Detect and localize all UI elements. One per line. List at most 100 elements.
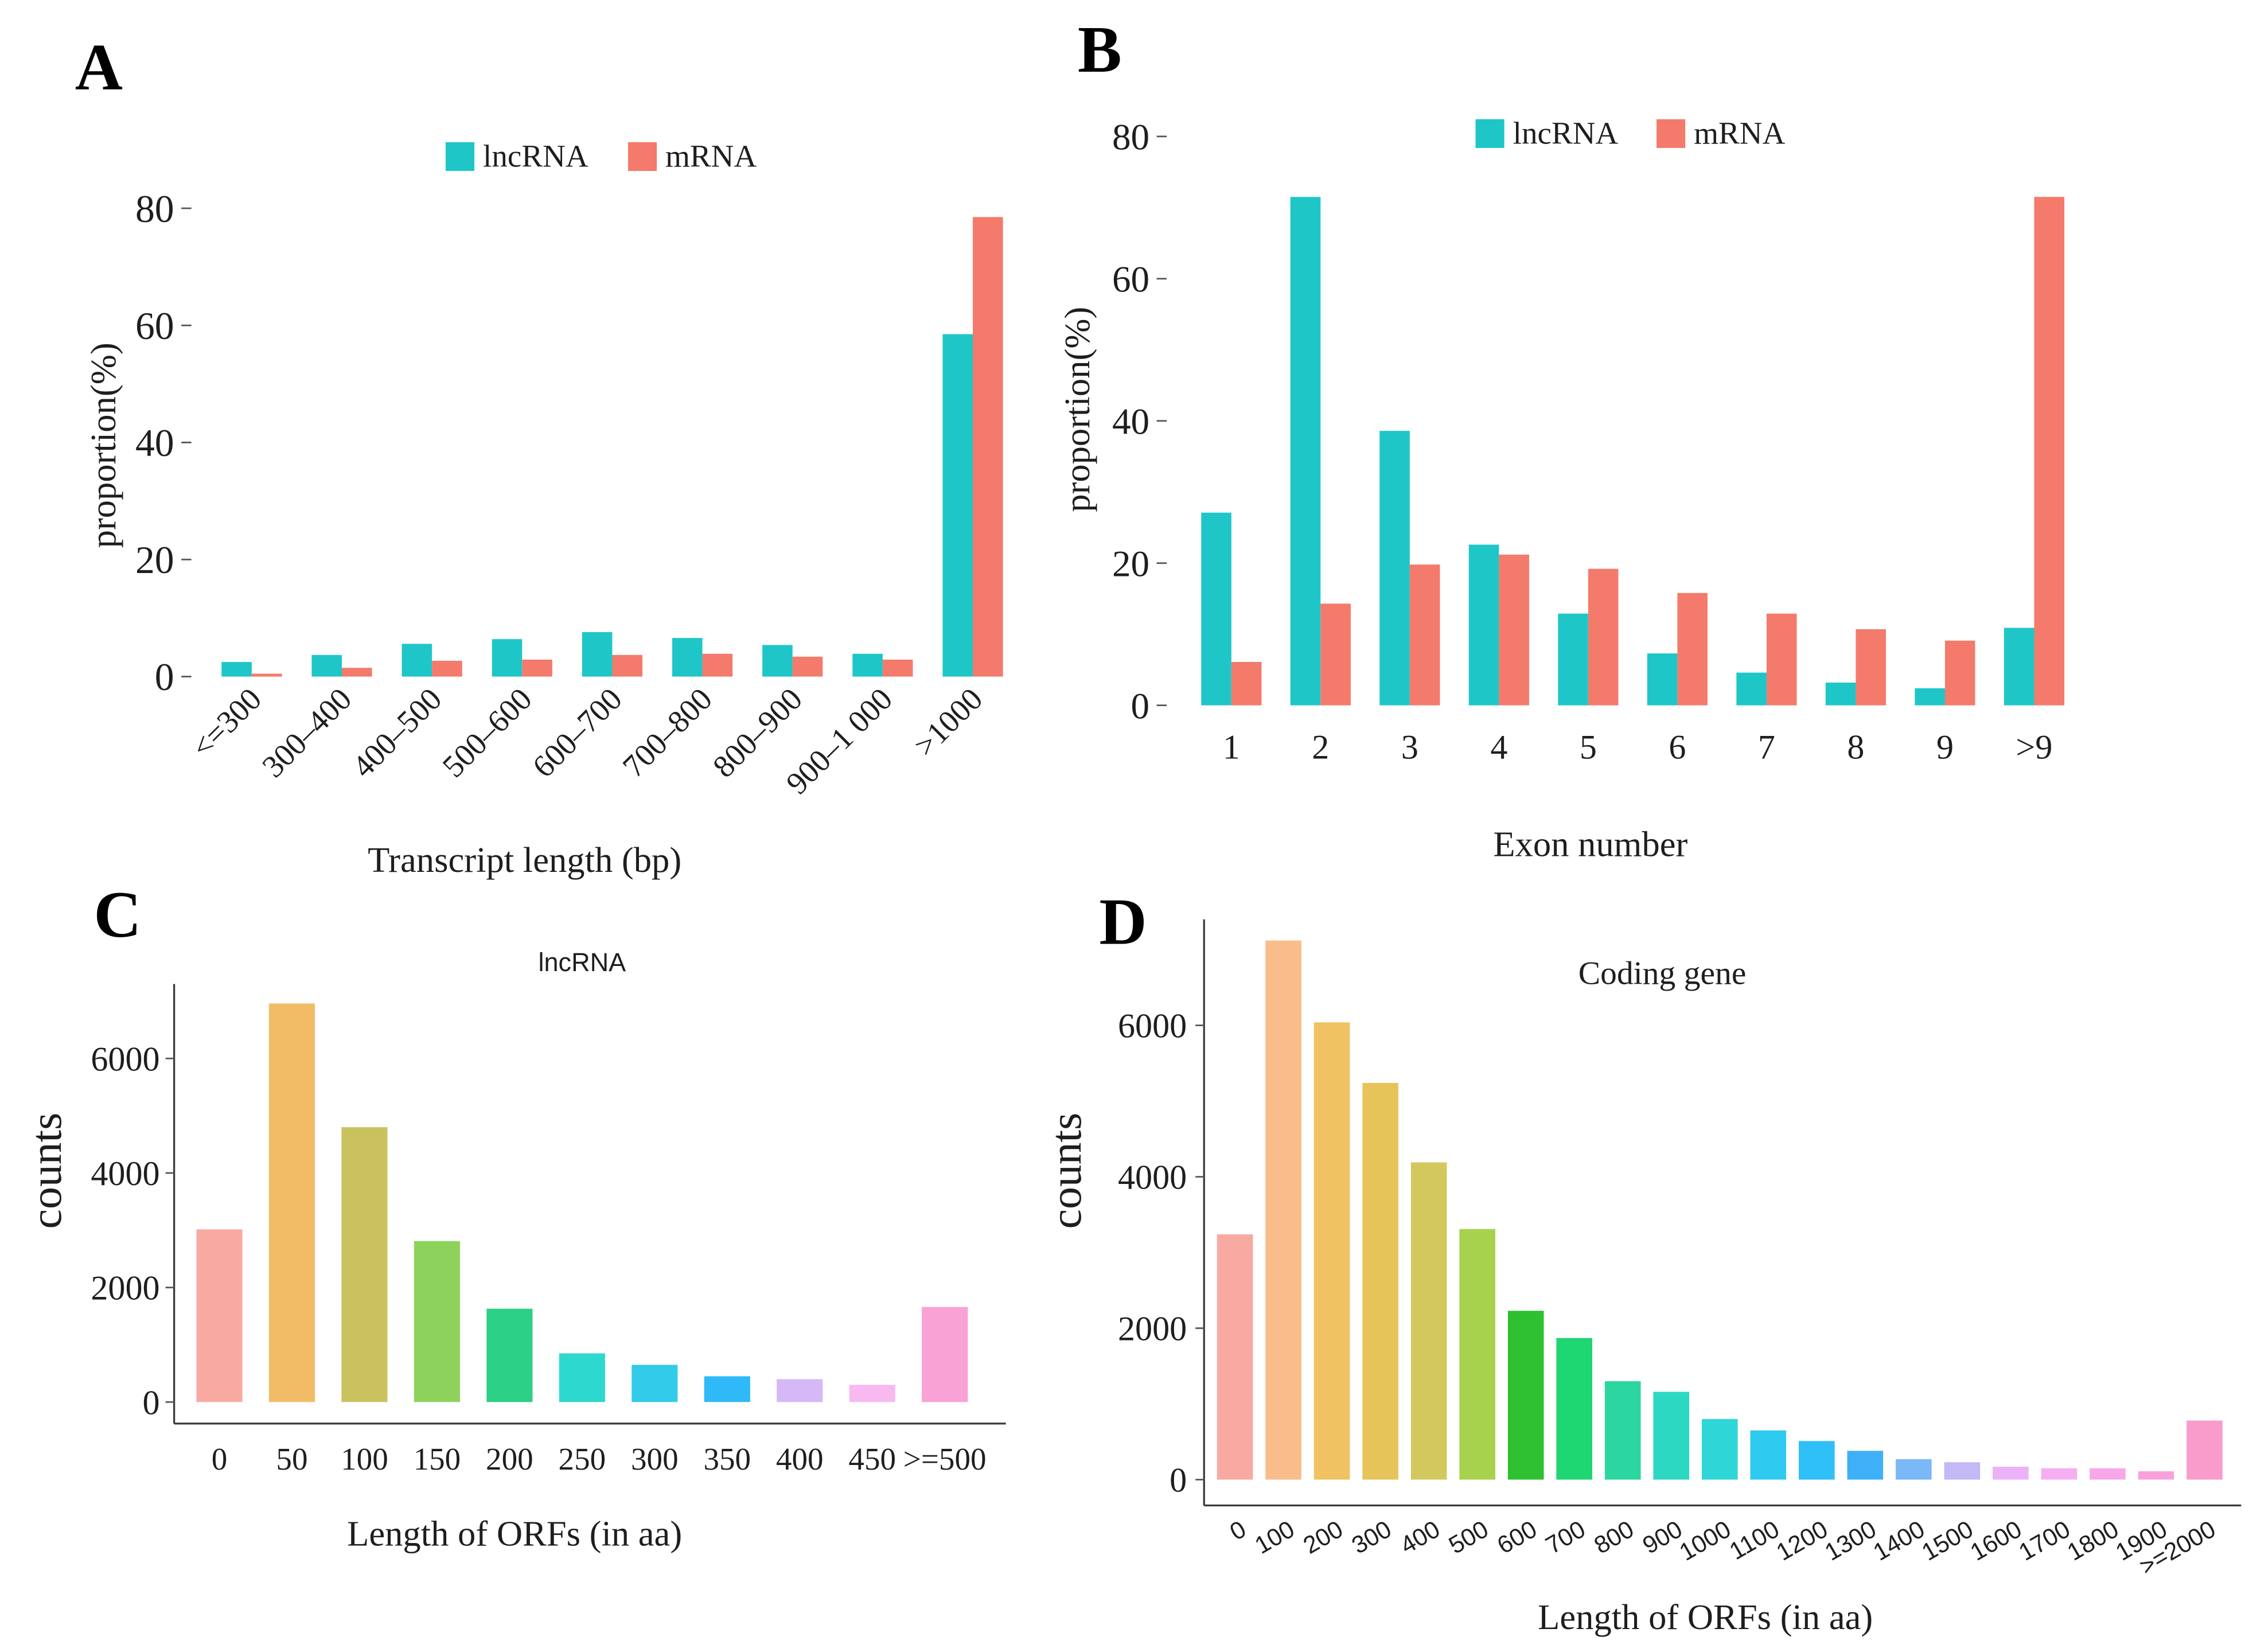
bar-1600	[1993, 1467, 2029, 1480]
legend-swatch-lncrna	[445, 142, 475, 172]
y-axis-title: proportion(%)	[83, 342, 123, 548]
y-tick-label: 20	[135, 539, 174, 582]
legend-label-lncrna: lncRNA	[1513, 115, 1619, 150]
legend-swatch-lncrna	[1475, 119, 1504, 148]
x-tick-label: 250	[559, 1441, 606, 1476]
bar-lncrna-500-600	[492, 639, 523, 677]
y-tick-label: 6000	[91, 1040, 159, 1078]
bar-1800	[2090, 1468, 2126, 1480]
bar-mrna-gt-1000	[973, 217, 1003, 677]
legend-swatch-mrna	[627, 142, 657, 172]
bar-50	[268, 1003, 315, 1402]
x-tick-label: 4	[1490, 728, 1507, 766]
x-tick-label: 8	[1847, 728, 1864, 766]
y-tick-label: 4000	[1118, 1159, 1187, 1197]
x-tick-label: 400	[1396, 1515, 1445, 1560]
x-tick-label: 1	[1223, 728, 1240, 766]
bar-1300	[1847, 1451, 1884, 1480]
bar-ge-2000	[2186, 1420, 2223, 1480]
bar-1900	[2138, 1471, 2174, 1480]
bar-lncrna-3	[1379, 431, 1410, 706]
bar-0	[1217, 1234, 1253, 1480]
bar-700	[1556, 1338, 1593, 1480]
x-tick-label: 600–700	[526, 681, 629, 784]
bar-150	[414, 1241, 460, 1402]
y-tick-label: 0	[1131, 685, 1150, 727]
bar-1200	[1799, 1441, 1835, 1480]
bar-mrna-900-1-000	[882, 659, 913, 677]
bar-250	[559, 1353, 605, 1402]
legend-label-mrna: mRNA	[1694, 115, 1785, 150]
x-tick-label: 150	[414, 1441, 461, 1476]
x-tick-label: 100	[341, 1441, 388, 1476]
x-tick-label: >=500	[903, 1441, 987, 1476]
bar-300	[632, 1365, 678, 1402]
bar-lncrna-300-400	[311, 654, 342, 677]
x-tick-label: 300	[1347, 1515, 1397, 1560]
y-tick-label: 40	[135, 422, 174, 465]
x-tick-label: 500–600	[435, 681, 538, 784]
bar-mrna-8	[1856, 629, 1886, 706]
bar-mrna-4	[1499, 554, 1529, 706]
y-tick-label: 2000	[1118, 1310, 1187, 1349]
bar-mrna-3	[1409, 564, 1440, 706]
y-axis-title: proportion(%)	[1057, 307, 1097, 512]
panel-label: C	[93, 878, 141, 951]
bar-350	[704, 1376, 750, 1402]
y-tick-label: 80	[1112, 117, 1149, 158]
bar-mrna-gt-9	[2034, 197, 2065, 706]
bar-lncrna-9	[1915, 688, 1945, 706]
y-tick-label: 0	[1170, 1462, 1187, 1500]
bar-lncrna-le-300	[221, 662, 252, 677]
bar-1100	[1750, 1430, 1787, 1480]
bar-lncrna-gt-1000	[942, 334, 973, 677]
bar-1500	[1944, 1462, 1981, 1480]
y-tick-label: 80	[135, 188, 174, 231]
x-tick-label: >9	[2016, 728, 2053, 766]
panel-label: A	[75, 30, 123, 103]
x-tick-label: >1000	[907, 681, 989, 763]
x-tick-label: 700–800	[616, 681, 719, 784]
x-tick-label: 400–500	[345, 681, 448, 784]
bar-100	[341, 1127, 388, 1402]
bar-1700	[2041, 1468, 2077, 1480]
x-tick-label: 450	[848, 1441, 896, 1476]
bar-mrna-600-700	[612, 654, 643, 677]
bar-300	[1362, 1082, 1398, 1480]
y-tick-label: 6000	[1118, 1007, 1187, 1046]
x-tick-label: 0	[212, 1441, 228, 1476]
bar-lncrna-700-800	[672, 638, 703, 677]
bar-lncrna-7	[1736, 672, 1767, 706]
y-tick-label: 40	[1112, 402, 1149, 443]
bar-lncrna-8	[1825, 682, 1856, 706]
panel-label: B	[1078, 13, 1122, 86]
bar-lncrna-600-700	[582, 632, 613, 677]
x-axis-title: Length of ORFs (in aa)	[1538, 1597, 1873, 1637]
legend-label-lncrna: lncRNA	[483, 139, 588, 174]
y-tick-label: 0	[143, 1384, 160, 1422]
x-tick-label: 3	[1401, 728, 1418, 766]
y-tick-label: 4000	[91, 1155, 159, 1193]
bar-mrna-2	[1320, 603, 1351, 706]
x-tick-label: 300–400	[255, 681, 358, 784]
x-tick-label: 500	[1444, 1515, 1494, 1560]
bar-lncrna-400-500	[402, 644, 432, 677]
bar-200	[1313, 1022, 1350, 1480]
x-tick-label: 50	[276, 1441, 307, 1476]
bar-400	[1410, 1162, 1447, 1480]
bar-1000	[1701, 1419, 1738, 1480]
y-tick-label: 60	[135, 305, 174, 348]
x-tick-label: 350	[703, 1441, 751, 1476]
bar-lncrna-6	[1647, 653, 1678, 706]
bar-mrna-5	[1588, 568, 1619, 706]
y-axis-title: counts	[21, 1113, 71, 1229]
bar-400	[777, 1379, 823, 1402]
x-tick-label: 800	[1589, 1515, 1639, 1560]
x-axis-title: Exon number	[1493, 824, 1687, 864]
x-tick-label: 700	[1541, 1515, 1591, 1560]
x-tick-label: 200	[1299, 1515, 1348, 1560]
